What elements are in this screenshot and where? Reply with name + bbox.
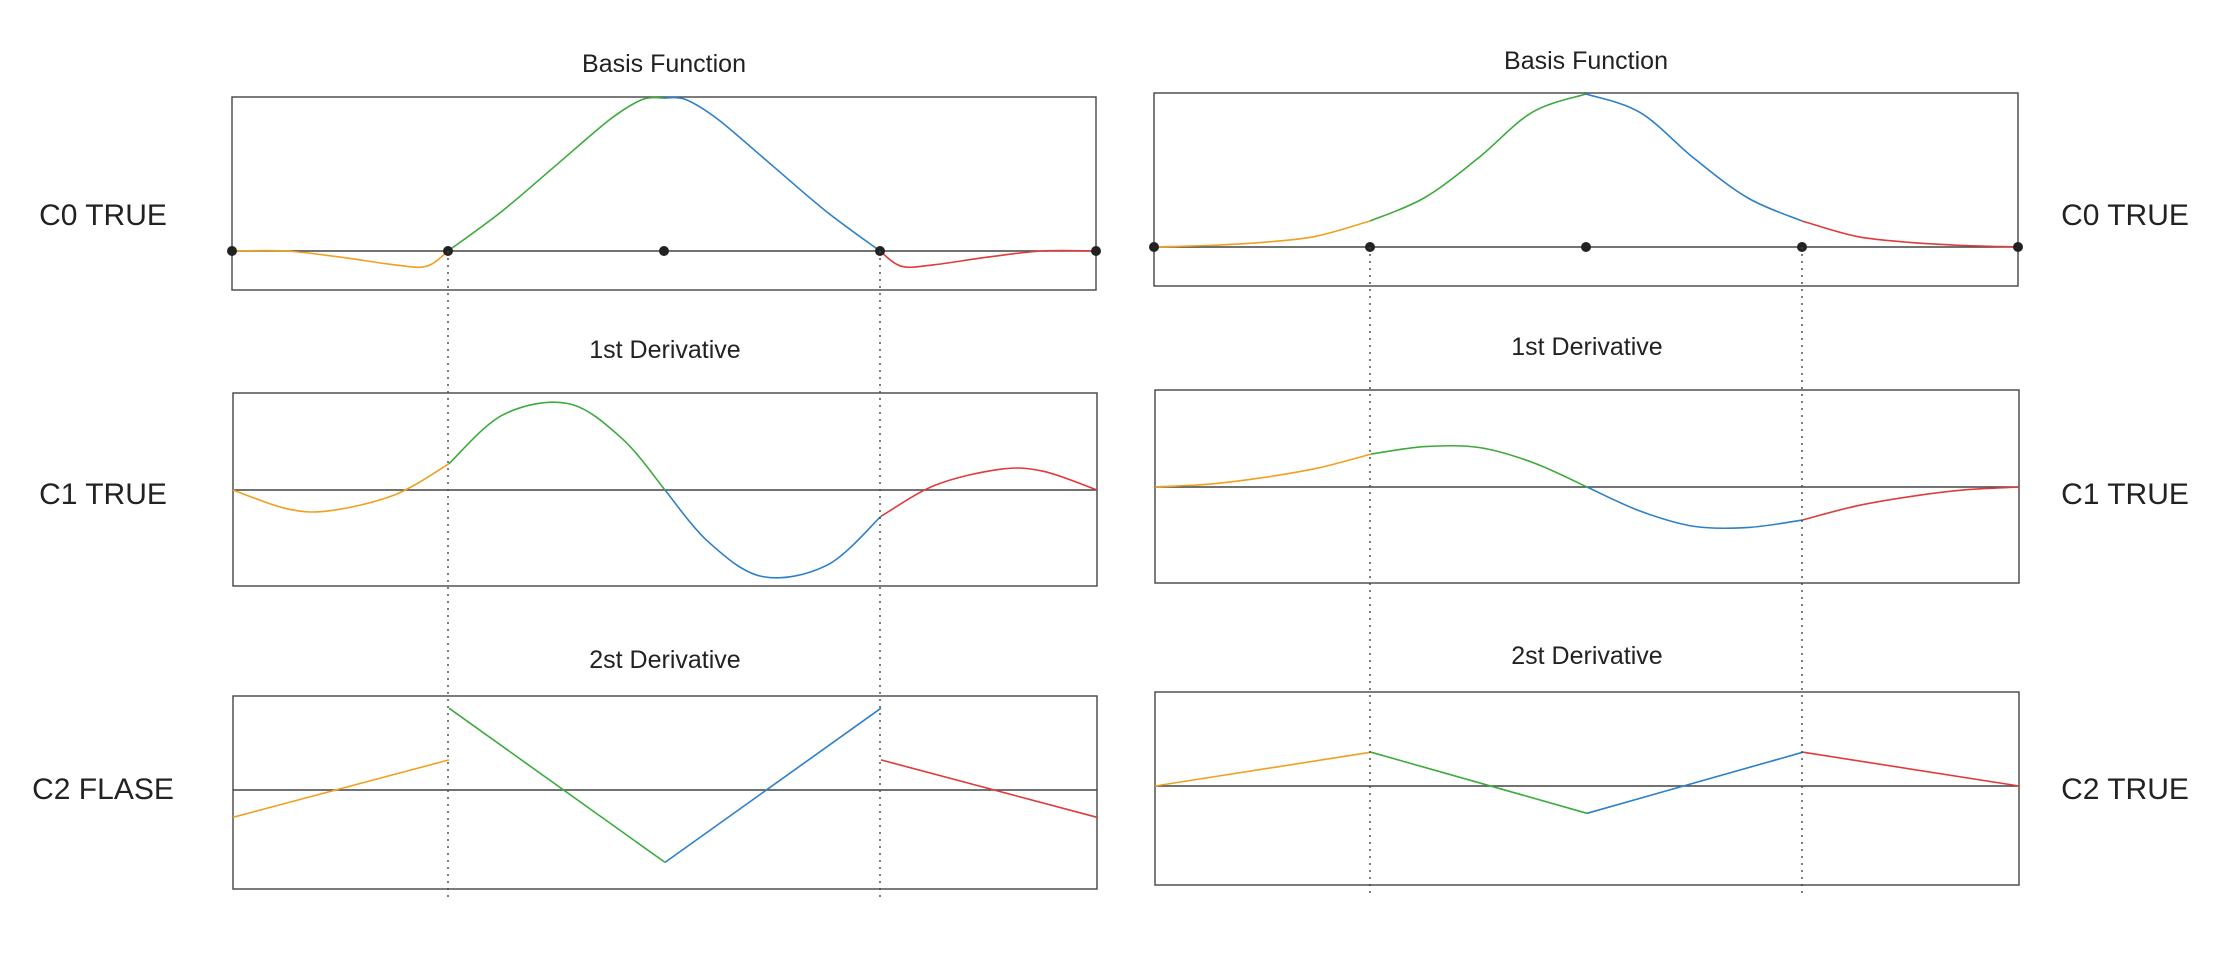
panel-4: Basis Function C0 TRUE	[1149, 47, 2189, 287]
knot-dot	[2013, 242, 2023, 252]
series-segment-3	[1585, 93, 1803, 222]
panel-title: 1st Derivative	[589, 336, 740, 364]
series-segment-1	[231, 249, 449, 269]
series-segment-3	[664, 707, 882, 864]
panel-title: 1st Derivative	[1511, 333, 1662, 361]
series-segment-1	[232, 759, 450, 819]
series-segment-1	[232, 463, 450, 513]
series-segment-2	[1369, 93, 1587, 222]
knot-dot	[1581, 242, 1591, 252]
series-segment-1	[1154, 453, 1372, 488]
continuity-label: C1 TRUE	[39, 478, 167, 511]
series-segment-4	[1801, 220, 2019, 248]
panel-2: 1st Derivative C1 TRUE	[39, 336, 1098, 587]
plot-frame	[231, 96, 1097, 291]
series-segment-2	[448, 707, 666, 864]
series-segment-1	[1153, 220, 1371, 248]
panels-layer: Basis Function C0 TRUE 1st Derivative C1 TR…	[32, 47, 2189, 890]
panel-5: 1st Derivative C1 TRUE	[1154, 333, 2189, 584]
panel-1: Basis Function C0 TRUE	[39, 50, 1101, 291]
knot-dot	[227, 246, 237, 256]
series-segment-3	[663, 96, 881, 252]
series-segment-3	[1586, 486, 1804, 530]
series-segment-4	[1802, 751, 2020, 787]
panel-title: 2st Derivative	[589, 646, 740, 674]
series-segment-4	[880, 759, 1098, 819]
plot-frame	[232, 695, 1098, 890]
series-segment-2	[448, 401, 666, 491]
continuity-label: C2 TRUE	[2061, 773, 2189, 806]
continuity-label: C0 TRUE	[39, 199, 167, 232]
series-segment-2	[1370, 444, 1588, 488]
series-segment-2	[1370, 751, 1588, 815]
panel-title: 2st Derivative	[1511, 642, 1662, 670]
continuity-label: C2 FLASE	[32, 773, 174, 806]
series-segment-1	[1154, 751, 1372, 787]
series-segment-4	[880, 467, 1098, 517]
panel-title: Basis Function	[1504, 47, 1668, 75]
plot-frame	[1154, 691, 2020, 886]
plot-frame	[1153, 92, 2019, 287]
panel-3: 2st Derivative C2 FLASE	[32, 646, 1098, 890]
series-segment-3	[1586, 751, 1804, 815]
series-segment-4	[1802, 486, 2020, 521]
knot-dot	[1091, 246, 1101, 256]
series-segment-2	[447, 96, 665, 252]
knot-dot	[1149, 242, 1159, 252]
continuity-label: C1 TRUE	[2061, 478, 2189, 511]
series-segment-3	[664, 489, 882, 579]
knot-dot	[659, 246, 669, 256]
panel-6: 2st Derivative C2 TRUE	[1154, 642, 2189, 886]
panel-title: Basis Function	[582, 50, 746, 78]
continuity-label: C0 TRUE	[2061, 199, 2189, 232]
series-segment-4	[879, 249, 1097, 269]
